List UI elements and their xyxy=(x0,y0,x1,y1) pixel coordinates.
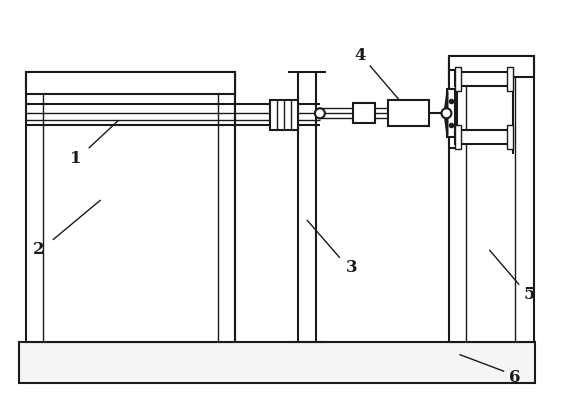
Circle shape xyxy=(315,108,325,118)
Text: 3: 3 xyxy=(346,259,358,276)
Bar xyxy=(455,130,513,144)
Bar xyxy=(447,90,455,137)
Bar xyxy=(19,341,535,383)
Bar xyxy=(26,72,235,94)
Bar xyxy=(455,67,462,92)
Bar xyxy=(450,55,534,78)
Text: 6: 6 xyxy=(510,369,521,386)
Bar xyxy=(353,103,375,123)
Bar xyxy=(450,55,534,341)
Bar xyxy=(450,70,458,148)
Bar xyxy=(388,100,430,126)
Polygon shape xyxy=(444,92,447,135)
Bar xyxy=(455,72,513,86)
Text: 1: 1 xyxy=(70,150,81,167)
Text: 5: 5 xyxy=(523,286,535,303)
Bar xyxy=(26,72,235,341)
Bar xyxy=(507,125,513,149)
Bar xyxy=(507,67,513,92)
Bar xyxy=(270,100,298,130)
Bar xyxy=(455,125,462,149)
Text: 4: 4 xyxy=(354,47,366,64)
Text: 2: 2 xyxy=(33,241,45,258)
Circle shape xyxy=(442,108,451,118)
